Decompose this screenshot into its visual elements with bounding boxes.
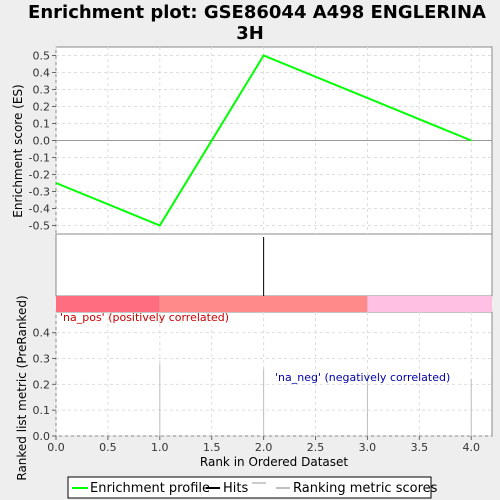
- colorbar-segment: [56, 296, 160, 312]
- x-tick-label: 1.0: [151, 441, 169, 454]
- x-axis-label: Rank in Ordered Dataset: [200, 455, 348, 469]
- enrichment-profile-polyline: [55, 54, 472, 227]
- enrichment-grid: [55, 47, 492, 234]
- ranked-y-tick-label: 0.2: [33, 378, 51, 391]
- legend-box: [67, 476, 432, 499]
- x-tick-label: 3.5: [411, 441, 429, 454]
- enrichment-y-tick-label: 0.3: [33, 84, 51, 97]
- colorbar-segment: [159, 296, 368, 312]
- chart-title-wrap: 3H: [236, 23, 264, 44]
- enrichment-y-tick-label: -0.5: [29, 220, 50, 233]
- legend: Enrichment profile Hits Ranking metric s…: [67, 476, 438, 499]
- x-tick-label: 2.0: [255, 441, 273, 454]
- x-tick-label: 0.0: [47, 441, 65, 454]
- x-tick-label: 1.5: [203, 441, 221, 454]
- enrichment-profile-line: [55, 54, 472, 227]
- ranked-metric-bars: [159, 363, 472, 436]
- ranked-y-tick-label: 0.4: [33, 327, 51, 340]
- enrichment-y-tick-label: -0.3: [29, 186, 50, 199]
- legend-label-ranking: Ranking metric scores: [293, 481, 438, 496]
- ranked-y-tick-label: 0.3: [33, 353, 51, 366]
- annotation-positive: 'na_pos' (positively correlated): [60, 311, 229, 324]
- legend-label-hits: Hits: [223, 481, 248, 496]
- enrichment-y-tick-label: 0.2: [33, 101, 51, 114]
- x-tick-label: 2.5: [307, 441, 325, 454]
- enrichment-y-tick-label: 0.0: [33, 135, 51, 148]
- x-tick-label: 0.5: [99, 441, 117, 454]
- enrichment-y-tick-label: 0.5: [33, 50, 51, 63]
- legend-label-enrichment: Enrichment profile: [90, 481, 210, 496]
- hits-panel: [55, 233, 493, 297]
- enrichment-y-tick-label: 0.4: [33, 67, 51, 80]
- x-axis: 0.0 0.5 1.0 1.5 2.0 2.5 3.0 3.5 4.0: [47, 436, 480, 454]
- ranked-y-tick-label: 0.0: [33, 430, 51, 443]
- x-tick-label: 4.0: [462, 441, 480, 454]
- ranked-y-label: Ranked list metric (PreRanked): [15, 295, 29, 480]
- chart-title: Enrichment plot: GSE86044 A498 ENGLERINA: [28, 2, 486, 23]
- enrichment-y-tick-label: -0.2: [29, 169, 50, 182]
- ranked-y-axis: 0.0 0.1 0.2 0.3 0.4: [33, 327, 56, 443]
- enrichment-y-label: Enrichment score (ES): [11, 84, 25, 217]
- ranked-y-tick-label: 0.1: [33, 404, 51, 417]
- enrichment-y-tick-label: -0.1: [29, 152, 50, 165]
- enrichment-y-axis: 0.5 0.4 0.3 0.2 0.1 0.0 -0.1 -0.2 -0.3 -0.4 -0.5: [29, 50, 56, 233]
- ranking-colorbar: [56, 296, 492, 312]
- x-tick-label: 3.0: [359, 441, 377, 454]
- enrichment-y-tick-label: 0.1: [33, 118, 51, 131]
- enrichment-y-tick-label: -0.4: [29, 203, 50, 216]
- colorbar-segment: [367, 296, 492, 312]
- annotation-negative: 'na_neg' (negatively correlated): [275, 371, 450, 384]
